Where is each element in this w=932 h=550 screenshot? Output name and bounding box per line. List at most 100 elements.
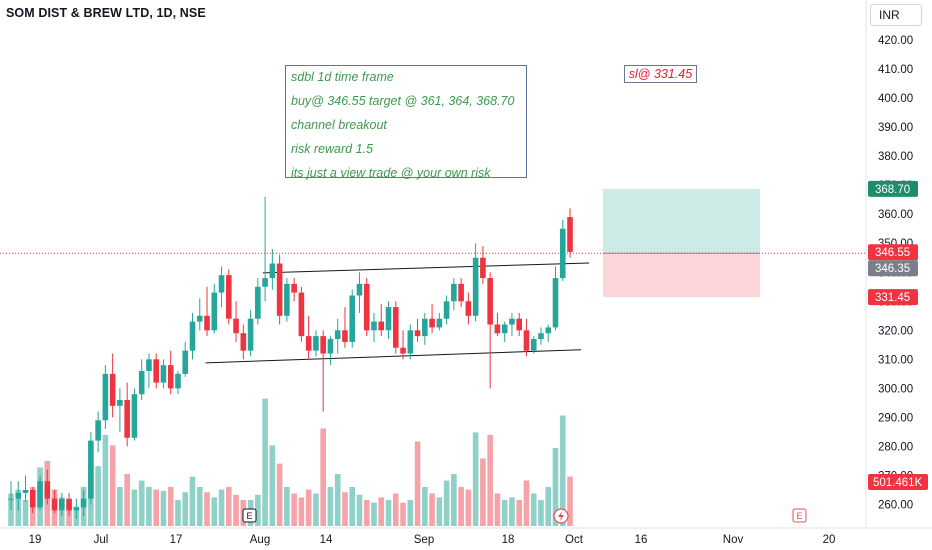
candle-body[interactable] [109,373,116,406]
currency-selector[interactable]: INR [870,4,922,26]
candle-body[interactable] [102,373,109,421]
candle-body[interactable] [182,350,189,374]
candle-body[interactable] [298,292,305,337]
candle-body[interactable] [291,283,297,293]
candle-body[interactable] [545,327,552,334]
candle-body[interactable] [284,283,290,316]
candle-body[interactable] [73,507,80,511]
candle-body[interactable] [429,318,435,328]
candle-body[interactable] [247,318,254,351]
candle-body[interactable] [117,399,123,406]
volume-bar [262,398,268,526]
candle-body[interactable] [443,301,450,319]
volume-bar [436,497,443,526]
candle-body[interactable] [66,498,72,511]
volume-bar [407,500,414,526]
candle-body[interactable] [465,301,472,316]
candle-body[interactable] [153,359,159,383]
candle-body[interactable] [458,283,464,302]
candle-body[interactable] [29,489,36,508]
candle-body[interactable] [167,365,174,389]
candle-body[interactable] [218,275,225,293]
candle-body[interactable] [472,257,479,316]
candle-body[interactable] [240,333,247,351]
candle-body[interactable] [138,370,145,395]
candle-body[interactable] [95,420,101,441]
y-tick-label: 320.00 [878,325,913,337]
target-zone[interactable] [603,188,760,254]
note-line-3: channel breakout [291,118,387,132]
candle-body[interactable] [349,295,356,342]
volume-bar [102,435,109,526]
candle-body[interactable] [530,339,537,351]
volume-bar [218,489,225,526]
candle-body[interactable] [211,292,218,331]
earnings-event-icon[interactable]: E [792,508,807,523]
candle-body[interactable] [451,283,457,302]
stop-zone[interactable] [603,253,760,298]
candle-body[interactable] [269,263,276,279]
candle-body[interactable] [363,283,370,331]
y-tick-label: 420.00 [878,35,913,47]
candle-body[interactable] [538,333,544,340]
candle-body[interactable] [204,315,210,331]
candle-body[interactable] [414,330,421,337]
candle-body[interactable] [124,399,130,438]
candle-body[interactable] [22,489,29,493]
candle-body[interactable] [15,492,22,499]
volume-bar [255,494,261,526]
candle-body[interactable] [516,318,522,331]
candle-body[interactable] [226,275,232,319]
candle-body[interactable] [276,263,283,316]
y-tick-label: 410.00 [878,64,913,76]
candle-body[interactable] [559,228,566,279]
candle-body[interactable] [175,373,181,389]
candle-body[interactable] [523,330,530,351]
candle-body[interactable] [262,278,268,287]
candle-body[interactable] [371,321,377,331]
candle-body[interactable] [342,330,348,342]
candle-body[interactable] [131,394,138,438]
candle-body[interactable] [59,498,65,511]
candle-body[interactable] [501,324,508,334]
candle-body[interactable] [146,359,152,371]
trade-note-box[interactable]: sdbl 1d time frame buy@ 346.55 target @ … [285,65,527,180]
candle-body[interactable] [356,283,363,296]
candle-body[interactable] [552,278,559,328]
candle-body[interactable] [407,330,414,354]
candle-body[interactable] [320,336,326,354]
channel-upper-trendline[interactable] [262,262,590,274]
candle-body[interactable] [51,498,58,511]
candle-body[interactable] [88,440,94,499]
candle-body[interactable] [160,365,167,383]
candle-body[interactable] [392,307,399,348]
candle-body[interactable] [400,347,406,354]
candle-body[interactable] [233,318,239,334]
candle-body[interactable] [378,321,385,331]
candle-body[interactable] [37,481,43,508]
candle-body[interactable] [487,278,493,325]
earnings-event-icon[interactable]: E [242,508,257,523]
candle-body[interactable] [334,330,341,340]
candle-body[interactable] [189,321,196,351]
note-line-1: sdbl 1d time frame [291,70,394,84]
volume-bar [284,487,290,526]
channel-lower-trendline[interactable] [205,349,582,364]
candle-body[interactable] [313,336,319,351]
candle-body[interactable] [327,339,334,354]
stop-loss-note[interactable]: sl@ 331.45 [624,65,697,83]
candle-body[interactable] [196,315,203,322]
candle-body[interactable] [385,307,392,331]
candle-body[interactable] [255,286,261,319]
candle-body[interactable] [305,336,312,351]
candle-body[interactable] [422,318,428,337]
candle-body[interactable] [8,498,14,500]
candle-body[interactable] [480,257,486,279]
candle-body[interactable] [494,324,501,334]
candle-body[interactable] [567,217,573,252]
candle-body[interactable] [509,318,515,325]
candle-body[interactable] [436,318,443,328]
candle-body[interactable] [80,498,87,508]
candle-body[interactable] [44,481,51,499]
